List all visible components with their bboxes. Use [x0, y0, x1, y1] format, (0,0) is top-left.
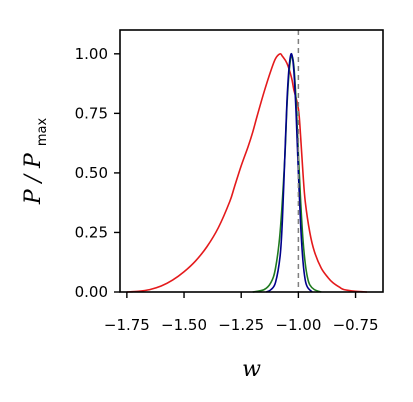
plot-frame [119, 29, 384, 293]
x-tick-label: −1.00 [275, 316, 321, 334]
y-tick-label: 1.00 [75, 45, 108, 63]
y-tick-label: 0.25 [75, 223, 108, 241]
x-tick-label: −1.25 [218, 316, 264, 334]
y-tick-label: 0.00 [75, 283, 108, 301]
y-axis-ticks: 0.00 0.25 0.50 0.75 1.00 [75, 45, 120, 301]
series-line-3 [265, 52, 313, 293]
y-tick-label: 0.50 [75, 164, 108, 182]
y-axis-label-main: P / P [21, 152, 46, 205]
series-line-1 [126, 52, 368, 293]
y-axis-label: P / P max [21, 118, 50, 206]
y-axis-label-sub: max [35, 118, 50, 147]
x-tick-label: −1.50 [161, 316, 207, 334]
x-axis-ticks: −1.75 −1.50 −1.25 −1.00 −0.75 [104, 292, 379, 334]
x-tick-label: −1.75 [104, 316, 150, 334]
y-tick-label: 0.75 [75, 104, 108, 122]
series-curves [126, 52, 368, 293]
x-axis-label: w [242, 357, 261, 382]
x-tick-label: −0.75 [333, 316, 379, 334]
